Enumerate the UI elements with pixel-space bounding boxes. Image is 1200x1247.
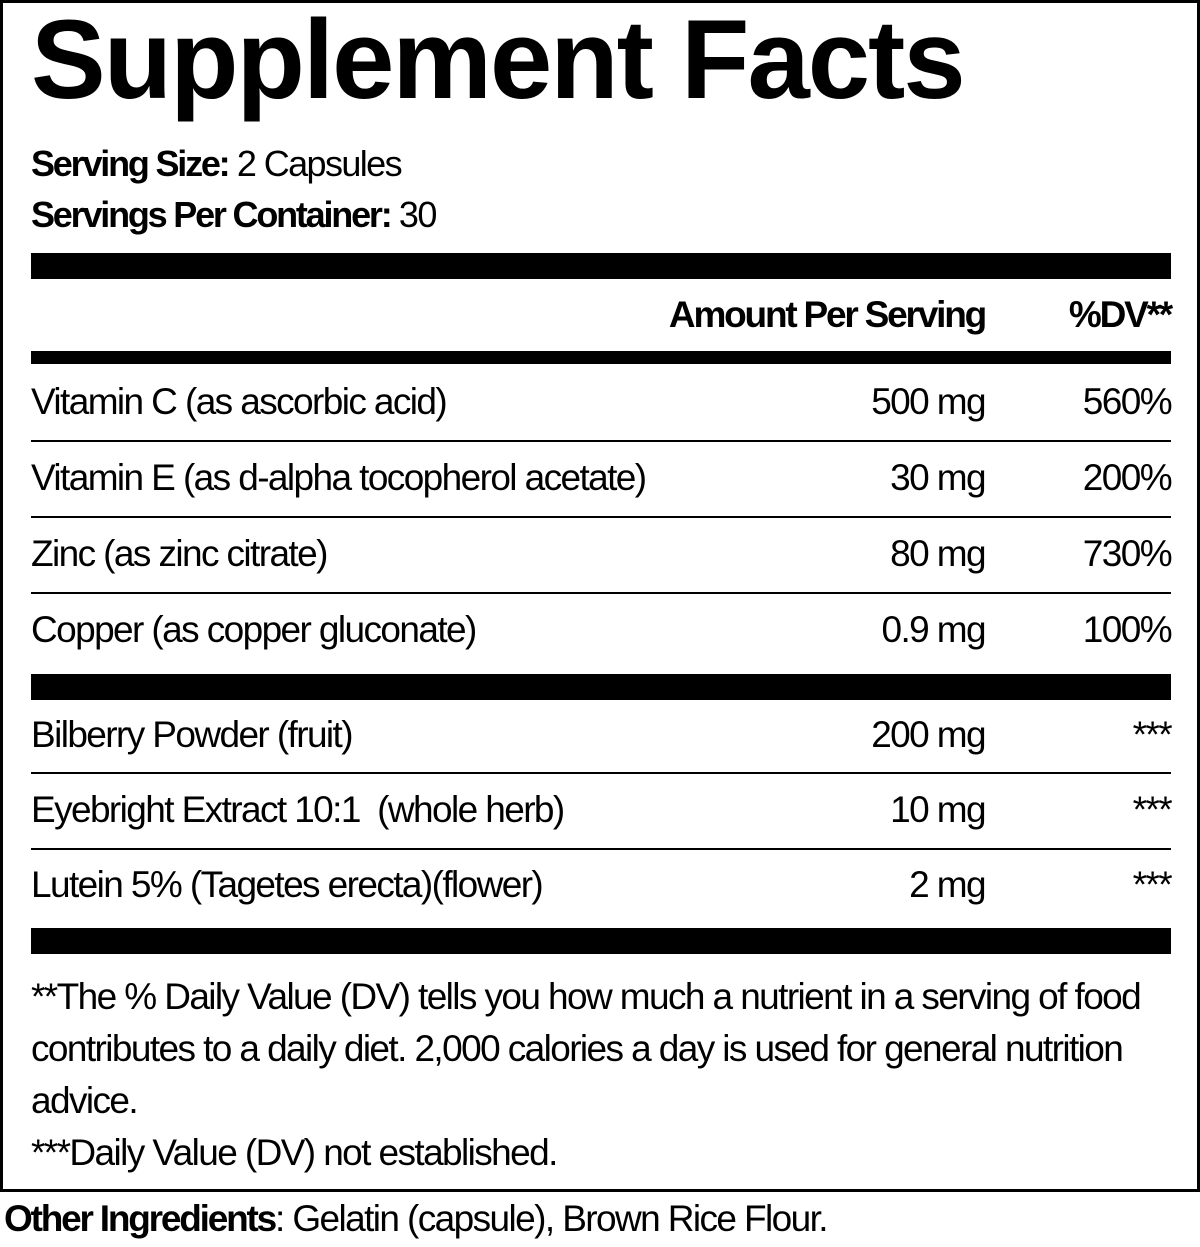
divider-thin [31,772,1171,774]
nutrient-name: Vitamin E (as d-alpha tocopherol acetate… [31,457,647,498]
nutrient-amount: 0.9 mg [881,609,986,650]
botanical-name: Eyebright Extract 10:1 (whole herb) [31,789,565,830]
nutrient-amount: 30 mg [890,457,986,498]
botanical-amount: 10 mg [890,789,986,830]
divider-thin [31,516,1171,518]
other-ingredients: Other Ingredients: Gelatin (capsule), Br… [4,1198,829,1240]
divider-thin [31,848,1171,850]
other-ingredients-label: Other Ingredients [4,1198,277,1239]
nutrient-amount: 80 mg [890,533,986,574]
serving-size-label: Serving Size: [31,143,231,184]
dv-header: %DV** [1068,294,1173,335]
botanical-row: Lutein 5% (Tagetes erecta)(flower) 2 mg **… [31,864,1173,905]
nutrient-name: Vitamin C (as ascorbic acid) [31,381,448,422]
nutrient-dv: 730% [1082,533,1173,574]
botanical-dv: *** [1132,789,1173,830]
nutrient-amount: 500 mg [871,381,986,422]
botanical-amount: 2 mg [909,864,986,905]
nutrient-row: Vitamin C (as ascorbic acid) 500 mg 560% [31,381,1173,422]
botanical-row: Bilberry Powder (fruit) 200 mg *** [31,714,1173,755]
botanical-amount: 200 mg [871,714,986,755]
servings-per-container: Servings Per Container: 30 [31,194,437,236]
other-ingredients-value: : Gelatin (capsule), Brown Rice Flour. [274,1198,829,1239]
amount-header: Amount Per Serving [668,294,987,335]
botanical-row: Eyebright Extract 10:1 (whole herb) 10 mg… [31,789,1173,830]
botanical-dv: *** [1132,714,1173,755]
botanical-name: Bilberry Powder (fruit) [31,714,354,755]
panel-title: Supplement Facts [31,0,966,122]
footnotes: **The % Daily Value (DV) tells you how m… [31,971,1181,1179]
botanical-dv: *** [1132,864,1173,905]
nutrient-dv: 560% [1082,381,1173,422]
nutrient-name: Copper (as copper gluconate) [31,609,477,650]
divider-medium [31,351,1171,364]
servings-value: 30 [398,194,437,235]
nutrient-dv: 200% [1082,457,1173,498]
not-established-footnote: ***Daily Value (DV) not established. [31,1132,558,1173]
nutrient-name: Zinc (as zinc citrate) [31,533,328,574]
divider-thick [31,674,1171,700]
divider-thin [31,440,1171,442]
divider-thin [31,592,1171,594]
nutrient-dv: 100% [1082,609,1173,650]
divider-thick [31,253,1171,279]
servings-label: Servings Per Container: [31,194,393,235]
botanical-name: Lutein 5% (Tagetes erecta)(flower) [31,864,544,905]
dv-footnote: **The % Daily Value (DV) tells you how m… [31,976,1142,1121]
nutrient-row: Vitamin E (as d-alpha tocopherol acetate… [31,457,1173,498]
supplement-facts-panel: Supplement Facts Serving Size: 2 Capsule… [0,0,1200,1192]
nutrient-row: Zinc (as zinc citrate) 80 mg 730% [31,533,1173,574]
serving-size-value: 2 Capsules [236,143,403,184]
column-header: Amount Per Serving %DV** [31,294,1173,335]
divider-thick [31,928,1171,954]
nutrient-row: Copper (as copper gluconate) 0.9 mg 100% [31,609,1173,650]
serving-size: Serving Size: 2 Capsules [31,143,403,185]
